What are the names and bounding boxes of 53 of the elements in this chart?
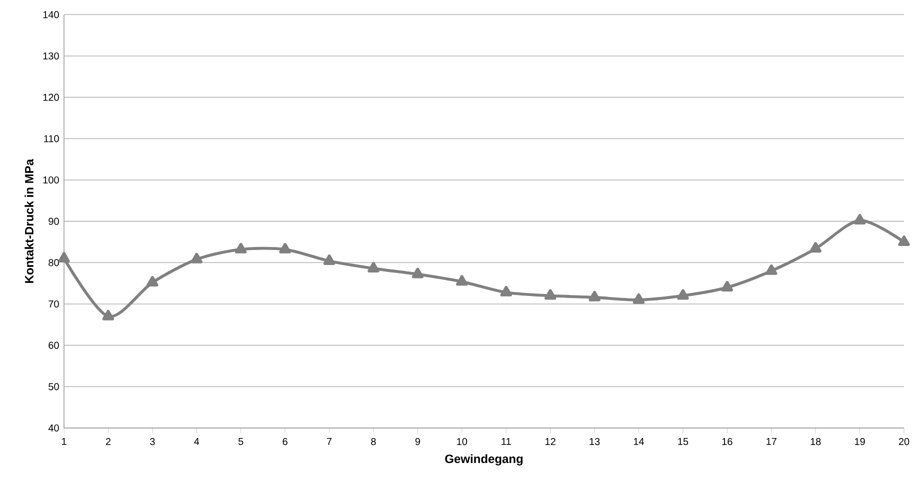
x-tick-label: 16 [722, 438, 732, 446]
x-tick-label: 20 [898, 438, 910, 446]
x-tick-label: 17 [766, 438, 776, 445]
point [368, 262, 380, 272]
y-tick-label: 130 [43, 52, 59, 60]
x-tick-label: 18 [810, 438, 821, 446]
x-tick-label: 5 [238, 438, 244, 446]
y-tick-label: 90 [48, 218, 59, 225]
point [323, 254, 336, 266]
y-axis-title: Kontakt-Druck in MPa [24, 158, 34, 283]
point [721, 280, 734, 292]
point [766, 264, 778, 275]
point [58, 252, 70, 263]
x-tick-label: 9 [415, 438, 420, 446]
x-tick-label: 12 [546, 438, 556, 446]
y-tick-label: 70 [48, 300, 59, 308]
x-tick-label: 13 [590, 438, 600, 446]
y-tick-label: 140 [43, 11, 59, 18]
point [810, 242, 822, 253]
point [456, 275, 468, 286]
x-tick-label: 7 [327, 438, 332, 445]
point [412, 268, 424, 278]
y-tick-label: 80 [48, 259, 59, 266]
x-tick-label: 11 [502, 438, 511, 445]
point [190, 252, 202, 264]
x-tick-label: 3 [150, 438, 155, 446]
y-tick-label: 50 [48, 383, 59, 390]
point [500, 286, 512, 296]
x-tick-label: 6 [282, 438, 288, 446]
x-tick-label: 2 [106, 438, 111, 446]
y-tick-label: 40 [48, 424, 59, 432]
x-tick-label: 19 [854, 438, 865, 446]
x-tick-label: 8 [371, 438, 376, 446]
point [677, 289, 689, 300]
point [632, 293, 645, 304]
point [279, 242, 291, 254]
x-tick-label: 4 [194, 438, 200, 445]
y-tick-label: 120 [43, 94, 59, 101]
point [588, 290, 600, 302]
point [854, 214, 866, 224]
y-tick-label: 100 [43, 176, 59, 184]
x-tick-label: 14 [634, 438, 644, 445]
point [146, 276, 158, 286]
point [898, 235, 910, 246]
x-tick-label: 1 [62, 438, 66, 445]
point [234, 242, 247, 254]
point [544, 289, 556, 300]
x-axis-title: Gewindegang [445, 454, 523, 466]
y-tick-label: 110 [44, 135, 59, 142]
point [102, 310, 114, 320]
x-tick-label: 10 [457, 438, 468, 446]
x-tick-label: 15 [678, 438, 688, 446]
y-tick-label: 60 [48, 342, 59, 349]
